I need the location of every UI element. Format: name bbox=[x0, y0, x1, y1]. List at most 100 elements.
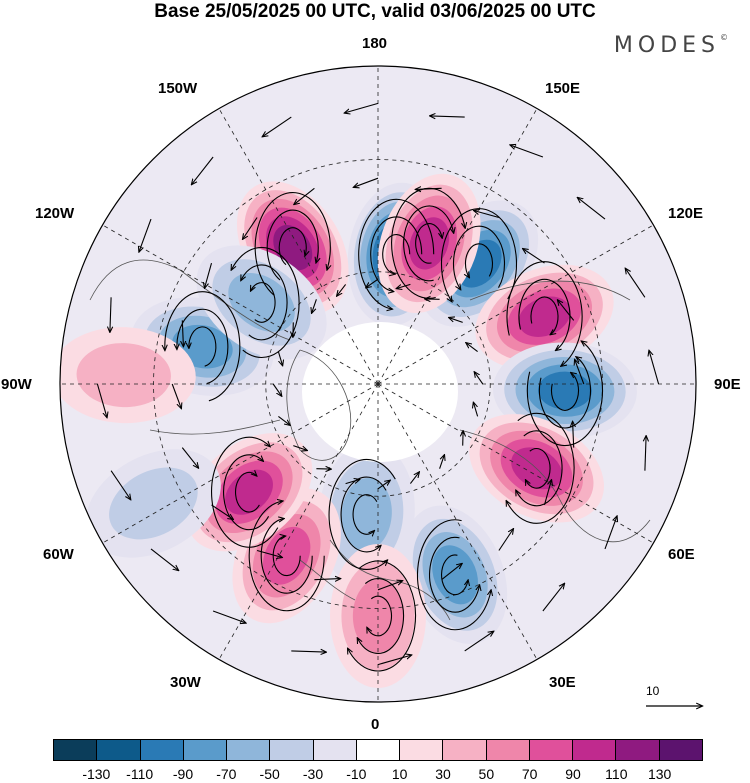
flow-arrow bbox=[366, 278, 379, 287]
streamline bbox=[266, 209, 318, 281]
meridian-line bbox=[218, 108, 379, 385]
streamline bbox=[415, 223, 442, 264]
streamline bbox=[223, 454, 270, 531]
anomaly-contour bbox=[109, 467, 198, 540]
meridian-line bbox=[377, 383, 538, 660]
colorbar-tick-label: -30 bbox=[302, 766, 324, 782]
streamline bbox=[248, 501, 325, 612]
flow-arrow bbox=[171, 383, 181, 408]
meridian-line bbox=[218, 383, 379, 660]
meridian-line bbox=[102, 383, 379, 544]
graticule bbox=[60, 66, 696, 702]
anomaly-contour bbox=[538, 371, 592, 410]
flow-arrow bbox=[575, 360, 585, 385]
lon-label-180: 180 bbox=[362, 35, 388, 52]
flow-arrow bbox=[397, 283, 411, 288]
brand-mark: © bbox=[720, 33, 728, 42]
streamline bbox=[506, 261, 583, 366]
lon-label-90e: 90E bbox=[714, 376, 741, 393]
meridian-line bbox=[377, 108, 538, 385]
streamline bbox=[348, 560, 417, 672]
polar-cap-area bbox=[302, 322, 458, 462]
streamline bbox=[358, 198, 435, 309]
flow-arrow bbox=[243, 217, 258, 240]
streamline bbox=[235, 472, 260, 513]
meridian-line bbox=[377, 224, 654, 385]
streamline bbox=[177, 308, 229, 385]
anomaly-center bbox=[492, 342, 637, 439]
colorbar-tick-label: -90 bbox=[172, 766, 194, 782]
flow-arrow bbox=[474, 211, 500, 219]
streamline bbox=[370, 216, 423, 292]
flow-arrow bbox=[523, 249, 545, 264]
colorbar-swatch bbox=[54, 740, 98, 760]
colorbar-swatch bbox=[486, 740, 530, 760]
streamline bbox=[358, 578, 405, 654]
flow-arrow bbox=[110, 297, 111, 332]
streamline bbox=[440, 208, 518, 302]
coast-america bbox=[89, 259, 291, 435]
flow-arrow bbox=[181, 447, 198, 468]
streamline bbox=[526, 447, 551, 489]
lon-label-30w: 30W bbox=[170, 674, 201, 691]
streamline bbox=[417, 519, 491, 631]
meridian-line bbox=[377, 383, 654, 544]
colorbar-swatch bbox=[400, 740, 444, 760]
colorbar-swatch bbox=[313, 740, 357, 760]
flow-arrow bbox=[645, 436, 646, 471]
colorbar-tick-label: -110 bbox=[126, 766, 154, 782]
anomaly-contour bbox=[76, 343, 171, 408]
flow-arrow bbox=[263, 116, 292, 136]
flow-arrow bbox=[345, 102, 379, 113]
streamline bbox=[465, 243, 494, 277]
lon-label-120w: 120W bbox=[35, 205, 75, 222]
flow-arrow bbox=[96, 383, 107, 417]
anomaly-contour bbox=[432, 545, 478, 605]
flow-arrow bbox=[573, 422, 574, 448]
streamlines bbox=[96, 102, 660, 672]
colorbar-tick-label: -130 bbox=[82, 766, 111, 782]
colorbar-tick-label: -10 bbox=[346, 766, 367, 782]
polar-cap bbox=[302, 322, 458, 462]
flow-arrow bbox=[626, 269, 646, 298]
modes-logo: MODES© bbox=[614, 33, 728, 58]
flow-arrow bbox=[464, 632, 494, 652]
map-title: Base 25/05/2025 00 UTC, valid 03/06/2025… bbox=[154, 1, 596, 22]
flow-arrow bbox=[439, 455, 445, 469]
flow-arrow bbox=[441, 564, 462, 581]
colorbar bbox=[53, 739, 703, 761]
flow-arrow bbox=[345, 480, 360, 485]
flow-arrow bbox=[558, 300, 575, 321]
colorbar-swatch bbox=[183, 740, 228, 760]
flow-arrow bbox=[337, 284, 347, 295]
flow-arrow bbox=[466, 343, 478, 353]
anomaly-contour bbox=[341, 477, 392, 551]
lon-label-0: 0 bbox=[371, 716, 380, 733]
flow-arrow bbox=[150, 548, 178, 570]
flow-arrow bbox=[277, 351, 282, 366]
lon-label-150w: 150W bbox=[158, 80, 198, 97]
flow-arrow bbox=[314, 579, 340, 580]
flow-arrow bbox=[312, 299, 317, 313]
flow-arrow bbox=[294, 187, 315, 204]
flow-arrow bbox=[449, 318, 463, 323]
colorbar-swatch bbox=[97, 740, 141, 760]
streamline bbox=[526, 341, 603, 447]
colorbar-swatch bbox=[140, 740, 184, 760]
meridian-line bbox=[102, 224, 379, 385]
colorbar-tick-label: 70 bbox=[521, 766, 538, 782]
colorbar-swatch bbox=[356, 740, 401, 760]
anomaly-center bbox=[85, 449, 221, 558]
streamline bbox=[352, 494, 378, 535]
flow-arrow bbox=[430, 116, 465, 117]
flow-arrow bbox=[205, 262, 213, 288]
anomaly-center bbox=[475, 264, 614, 369]
streamline bbox=[382, 234, 411, 274]
colorbar-swatch bbox=[659, 740, 702, 760]
streamline bbox=[272, 536, 301, 577]
streamline bbox=[516, 430, 563, 507]
flow-arrow bbox=[182, 320, 183, 346]
streamline bbox=[260, 519, 313, 594]
colorbar-tick-label: 30 bbox=[435, 766, 451, 782]
